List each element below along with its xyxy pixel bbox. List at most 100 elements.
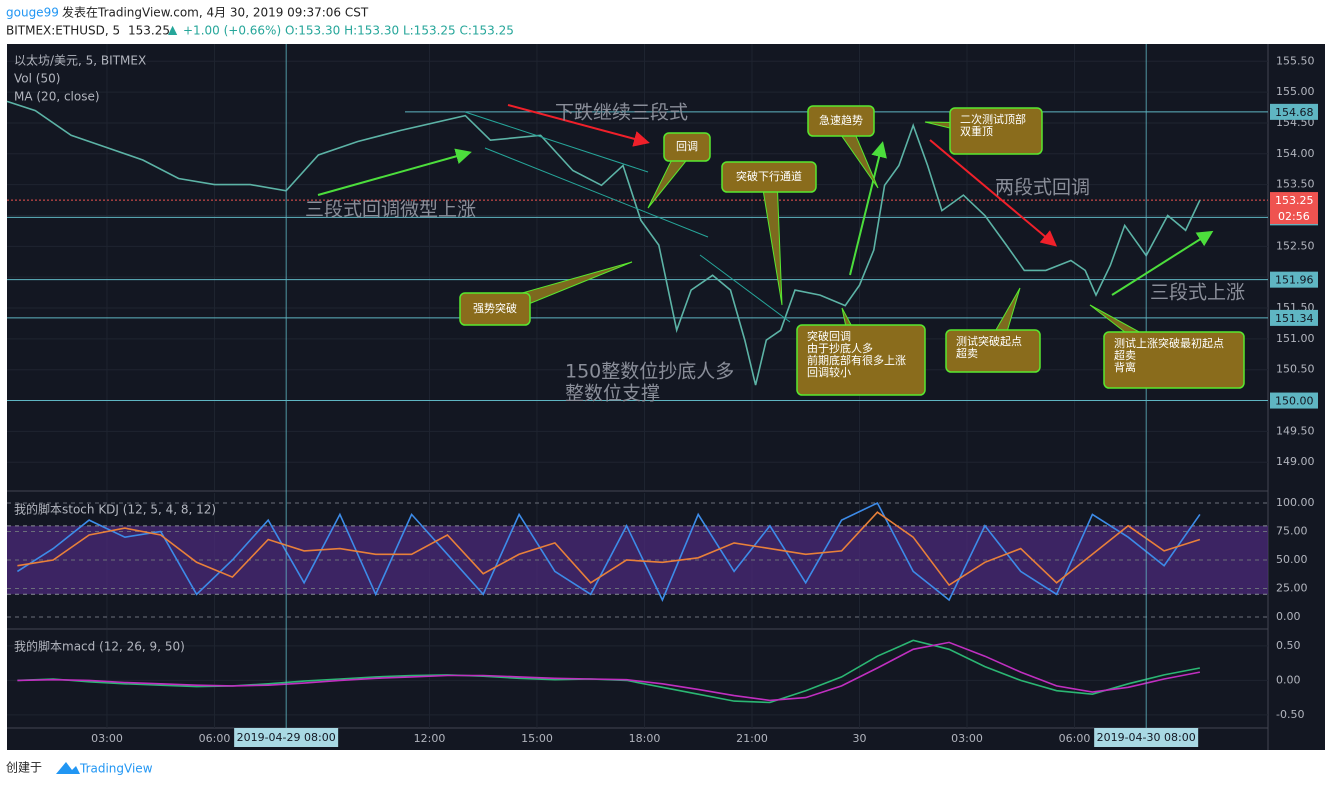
note-text: 整数位支撑 [565,383,660,405]
y-tick-label: 100.00 [1276,496,1315,509]
y-tick-label: 75.00 [1276,525,1308,538]
y-tick-label: 149.50 [1276,424,1315,437]
callout-text: 超卖 [956,346,978,360]
change: +1.00 (+0.66%) [183,24,281,38]
level-tag [1270,271,1318,288]
chart-bg [7,44,1325,750]
y-tick-label: 153.50 [1276,178,1315,191]
callout-text: 超卖 [1114,348,1136,362]
symbol: BITMEX:ETHUSD, 5 [6,24,120,38]
x-tick-label: 30 [852,732,866,745]
callout-text: 急速趋势 [819,113,863,127]
note-text: 三段式回调微型上涨 [305,199,476,221]
published: 发表在TradingView.com, 4月 30, 2019 09:37:06… [62,5,369,20]
callout-box [945,329,1041,373]
arrow [317,148,472,196]
y-tick-label: 155.50 [1276,54,1315,67]
callout-text: 前期底部有很多上涨 [807,353,906,367]
callout-text: 二次测试顶部 [960,112,1026,126]
x-tick-label: 15:00 [521,732,553,745]
arrow [507,104,650,147]
note-text: 两段式回调 [995,177,1090,199]
arrow [929,139,1058,247]
ohlc: O:153.30 H:153.30 L:153.25 C:153.25 [285,24,514,38]
level-tag [1270,392,1318,409]
brand: TradingView [79,762,153,776]
note-text: 150整数位抄底人多 [565,361,734,383]
y-tick-label: 0.00 [1276,673,1301,686]
series-line [6,100,1201,386]
callout-text: 测试突破起点 [956,334,1022,348]
y-tick-label: -0.50 [1276,708,1304,721]
callout-text: 双重顶 [960,124,993,138]
pane-title: 我的脚本stoch KDJ (12, 5, 4, 8, 12) [14,502,216,517]
y-tick-label: 0.50 [1276,639,1301,652]
last: 153.25 [128,24,170,38]
series-line [17,641,1201,702]
x-tick-label: 18:00 [629,732,661,745]
callout-box [796,324,926,396]
last-price-tag [1270,192,1318,225]
indicator-label: MA (20, close) [14,90,100,104]
crosshair-label: 2019-04-29 08:00 [237,731,336,744]
callout-box [459,292,531,326]
y-tick-label: 150.50 [1276,363,1315,376]
y-tick-label: 152.50 [1276,239,1315,252]
countdown: 02:56 [1278,210,1310,223]
arrow: ▲ [168,23,178,37]
last-price-label: 153.25 [1275,194,1314,207]
pane-title: 以太坊/美元, 5, BITMEX [14,53,146,68]
x-tick-label: 06:00 [1059,732,1091,745]
indicator-label: Vol (50) [14,72,60,86]
note-text: 下跌继续三段式 [555,102,688,124]
callout-text: 测试上涨突破最初起点 [1114,336,1224,350]
series-line [17,511,1201,587]
callout-box [721,161,817,193]
y-tick-label: 50.00 [1276,553,1308,566]
y-tick-label: 0.00 [1276,610,1301,623]
channel-line [484,147,709,238]
level-label: 150.00 [1275,395,1314,408]
crosshair-tag [234,728,339,747]
channel-line [464,111,649,173]
level-tag [1270,309,1318,326]
y-tick-label: 151.00 [1276,332,1315,345]
callout-text: 回调较小 [807,365,851,379]
level-tag [1270,103,1318,120]
x-tick-label: 03:00 [91,732,123,745]
callout-text: 突破回调 [807,329,851,343]
x-tick-label: 21:00 [736,732,768,745]
author: gouge99 [6,6,59,20]
level-label: 151.34 [1275,312,1314,325]
arrow [1111,230,1214,296]
callout-text: 突破下行通道 [736,169,802,183]
y-tick-label: 154.00 [1276,147,1315,160]
y-tick-label: 149.00 [1276,455,1315,468]
x-tick-label: 03:00 [951,732,983,745]
pane-title: 我的脚本macd (12, 26, 9, 50) [14,639,185,654]
y-tick-label: 155.00 [1276,85,1315,98]
crosshair-tag [1094,728,1199,747]
arrow [849,141,887,276]
crosshair-label: 2019-04-30 08:00 [1097,731,1196,744]
callout-text: 背离 [1114,360,1136,374]
callout-box [949,107,1043,155]
series-line [16,501,1201,602]
y-tick-label: 25.00 [1276,582,1308,595]
channel-line [699,254,791,323]
callout-box [807,105,875,137]
callout-box [663,132,711,162]
level-label: 154.68 [1275,106,1314,119]
x-tick-label: 12:00 [414,732,446,745]
x-tick-label: 06:00 [199,732,231,745]
callout-box [1103,331,1245,389]
callout-text: 强势突破 [473,301,517,315]
callout-text: 回调 [676,140,698,153]
logo [56,762,80,774]
callout-text: 由于抄底人多 [807,341,873,355]
level-label: 151.96 [1275,274,1314,287]
created: 创建于 [6,761,42,775]
